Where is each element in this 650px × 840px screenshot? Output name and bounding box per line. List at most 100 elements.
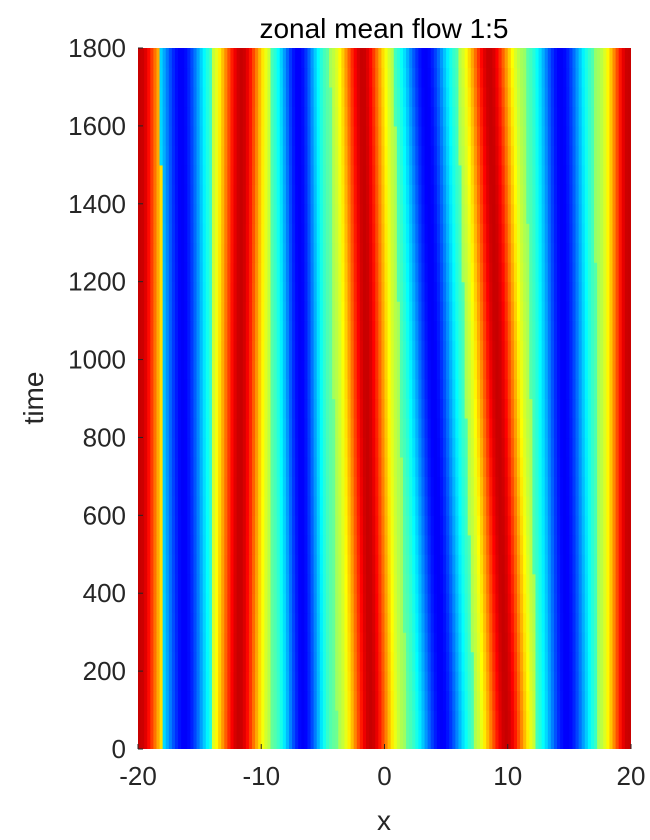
heatmap-cell [399,359,404,380]
heatmap-cell [513,495,518,516]
heatmap-cell [341,651,346,672]
heatmap-cell [347,184,352,205]
heatmap-cell [541,690,546,711]
heatmap-cell [483,671,487,692]
heatmap-cell [372,495,376,516]
heatmap-cell [402,417,407,439]
heatmap-cell [288,476,293,497]
heatmap-cell [162,437,167,458]
heatmap-cell [550,710,555,731]
heatmap-cell [174,593,179,614]
heatmap-cell [218,125,222,146]
heatmap-cell [566,612,570,633]
heatmap-cell [489,456,493,477]
heatmap-cell [267,573,272,594]
heatmap-cell [252,690,256,711]
heatmap-cell [526,145,530,166]
heatmap-cell [553,612,558,633]
heatmap-cell [304,398,309,419]
heatmap-cell [178,301,182,322]
heatmap-cell [609,456,614,477]
heatmap-cell [202,612,207,633]
heatmap-cell [421,184,426,205]
heatmap-cell [516,242,521,263]
heatmap-cell [446,651,450,672]
heatmap-cell [436,554,441,575]
heatmap-cell [295,203,299,224]
heatmap-cell [261,651,265,672]
heatmap-cell [467,534,472,555]
heatmap-cell [144,534,148,555]
heatmap-cell [227,301,232,322]
heatmap-cell [418,573,423,594]
heatmap-cell [258,417,262,439]
heatmap-cell [208,554,213,575]
heatmap-cell [430,534,435,555]
heatmap-cell [504,651,509,672]
heatmap-cell [230,651,235,672]
heatmap-cell [624,203,629,224]
heatmap-cell [168,203,173,224]
heatmap-cell [439,671,444,692]
heatmap-cell [572,651,577,672]
heatmap-cell [295,651,299,672]
heatmap-cell [227,242,232,263]
heatmap-cell [609,515,614,536]
heatmap-cell [264,398,269,419]
heatmap-cell [498,262,503,283]
heatmap-cell [199,203,204,224]
heatmap-cell [138,223,142,244]
heatmap-cell [516,612,521,633]
heatmap-cell [461,184,466,205]
heatmap-cell [563,456,567,477]
heatmap-cell [372,262,376,283]
heatmap-cell [242,671,247,692]
heatmap-cell [338,379,342,400]
heatmap-cell [535,710,540,731]
heatmap-cell [439,632,444,653]
heatmap-cell [205,281,210,302]
heatmap-cell [288,223,293,244]
heatmap-cell [248,476,253,497]
heatmap-cell [458,573,463,594]
heatmap-cell [313,476,318,497]
heatmap-cell [532,476,537,497]
heatmap-cell [399,417,404,439]
heatmap-cell [350,340,355,361]
heatmap-cell [553,456,558,477]
heatmap-cell [443,184,447,205]
heatmap-cell [424,651,429,672]
heatmap-cell [473,710,478,731]
heatmap-cell [338,203,342,224]
heatmap-cell [455,340,460,361]
heatmap-cell [467,690,472,711]
heatmap-cell [184,456,188,477]
heatmap-cell [372,573,376,594]
heatmap-cell [332,359,336,380]
heatmap-cell [359,242,364,263]
heatmap-cell [366,573,370,594]
heatmap-cell [264,729,269,749]
heatmap-cell [282,359,287,380]
heatmap-cell [288,690,293,711]
heatmap-cell [486,223,490,244]
heatmap-cell [141,184,145,205]
heatmap-cell [393,612,398,633]
heatmap-cell [366,145,370,166]
heatmap-cell [541,262,546,283]
heatmap-cell [282,710,287,731]
heatmap-cell [418,359,423,380]
heatmap-cell [282,242,287,263]
heatmap-cell [307,573,312,594]
heatmap-cell [590,729,595,749]
heatmap-cell [409,164,413,185]
heatmap-cell [600,145,604,166]
heatmap-cell [609,612,614,633]
heatmap-cell [239,379,244,400]
heatmap-cell [430,437,435,458]
heatmap-cell [369,554,373,575]
heatmap-cell [292,437,296,458]
heatmap-cell [285,476,290,497]
heatmap-cell [427,203,432,224]
heatmap-cell [236,612,241,633]
